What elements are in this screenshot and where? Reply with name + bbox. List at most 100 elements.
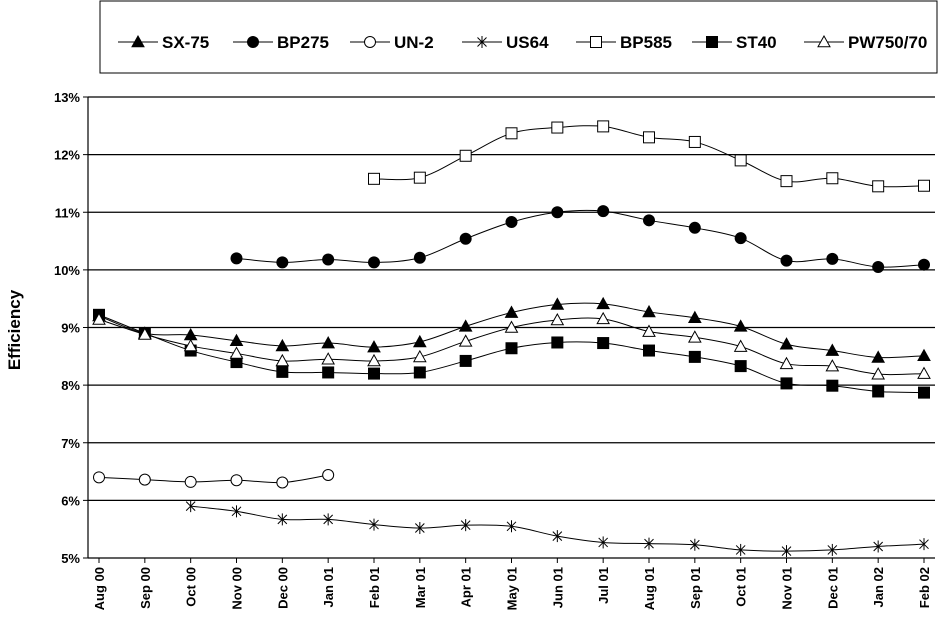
legend-label: BP275 xyxy=(277,33,329,52)
legend-label: US64 xyxy=(506,33,549,52)
data-point xyxy=(688,221,701,234)
data-point xyxy=(590,36,602,48)
data-point xyxy=(598,536,609,549)
data-point xyxy=(477,36,487,48)
data-point xyxy=(460,519,471,532)
x-tick-label: Oct 00 xyxy=(184,567,199,607)
data-point xyxy=(229,346,244,359)
x-tick-label: Aug 01 xyxy=(642,567,657,610)
legend: SX-75 BP275 UN-2 US64 BP585 ST40 PW750/70 xyxy=(118,33,927,52)
data-point xyxy=(735,543,746,556)
asterisk-stroke xyxy=(827,545,838,555)
data-point xyxy=(459,149,472,162)
data-point xyxy=(918,258,930,271)
data-point xyxy=(504,320,519,333)
data-point xyxy=(643,214,655,227)
data-point xyxy=(872,260,885,273)
data-point xyxy=(505,127,518,140)
data-point xyxy=(872,385,885,398)
x-tick-label: Sep 01 xyxy=(688,567,703,609)
data-point xyxy=(364,36,376,48)
series-bp585 xyxy=(368,120,930,193)
data-point xyxy=(413,366,426,379)
data-point xyxy=(872,180,885,193)
data-point xyxy=(687,310,702,324)
legend-item: PW750/70 xyxy=(804,33,927,52)
data-point xyxy=(551,121,564,134)
data-point xyxy=(826,252,839,265)
legend-item: UN-2 xyxy=(350,33,434,52)
y-tick-label: 6% xyxy=(61,493,80,508)
data-point xyxy=(780,175,793,188)
data-point xyxy=(734,360,747,373)
data-point xyxy=(413,171,426,184)
data-point xyxy=(596,296,611,310)
data-point xyxy=(230,252,243,265)
data-point xyxy=(871,367,886,380)
data-point xyxy=(643,344,655,357)
data-point xyxy=(781,545,792,558)
y-tick-label: 10% xyxy=(54,263,80,278)
data-point xyxy=(734,232,747,245)
data-point xyxy=(412,334,427,348)
data-point xyxy=(780,377,793,390)
asterisk-stroke xyxy=(414,523,425,533)
y-axis-title: Efficiency xyxy=(5,289,24,370)
data-point xyxy=(642,304,656,318)
data-point xyxy=(323,513,334,526)
data-point xyxy=(277,513,288,526)
data-point xyxy=(322,366,335,379)
data-point xyxy=(917,348,931,362)
data-point xyxy=(706,36,718,48)
data-point xyxy=(780,254,793,267)
data-point xyxy=(817,34,831,48)
legend-item: BP275 xyxy=(233,33,329,52)
data-point xyxy=(734,154,747,167)
x-tick-label: Dec 00 xyxy=(275,567,290,609)
data-point xyxy=(643,131,655,144)
data-point xyxy=(596,311,611,325)
data-point xyxy=(504,305,519,318)
data-point xyxy=(550,297,565,310)
data-point xyxy=(368,256,380,269)
data-point xyxy=(826,172,839,185)
data-point xyxy=(276,256,289,269)
data-point xyxy=(275,338,290,352)
gridlines xyxy=(87,96,935,559)
x-tick-label: Jan 02 xyxy=(871,567,886,607)
asterisk-stroke xyxy=(552,531,563,541)
legend-box xyxy=(99,0,938,74)
series-un-2 xyxy=(93,469,335,489)
data-point xyxy=(276,476,289,489)
data-point xyxy=(184,475,197,488)
data-point xyxy=(92,312,106,325)
data-point xyxy=(459,232,472,245)
legend-label: PW750/70 xyxy=(848,33,927,52)
data-point xyxy=(93,471,105,484)
data-point xyxy=(918,386,930,399)
data-point xyxy=(825,359,840,372)
legend-label: ST40 xyxy=(736,33,777,52)
data-point xyxy=(733,319,748,332)
data-point xyxy=(642,324,656,337)
series-pw750-70 xyxy=(92,311,931,380)
legend-label: SX-75 xyxy=(162,33,209,52)
data-point xyxy=(779,337,794,350)
x-tick-label: Jun 01 xyxy=(550,567,565,608)
data-point xyxy=(276,365,289,378)
data-point xyxy=(230,474,243,487)
data-point xyxy=(597,120,610,133)
data-point xyxy=(321,336,336,349)
x-axis-ticks: Aug 00 Sep 00 Oct 00 Nov 00 Dec 00 Jan 01 Feb … xyxy=(92,558,932,610)
asterisk-stroke xyxy=(781,546,792,556)
x-tick-label: May 01 xyxy=(505,567,520,610)
y-tick-label: 7% xyxy=(61,436,80,451)
data-point xyxy=(369,518,379,531)
x-tick-label: Nov 01 xyxy=(780,567,795,610)
asterisk-stroke xyxy=(323,514,334,525)
data-point xyxy=(367,340,381,353)
asterisk-stroke xyxy=(460,520,471,531)
asterisk-stroke xyxy=(185,501,196,511)
data-point xyxy=(322,253,335,266)
